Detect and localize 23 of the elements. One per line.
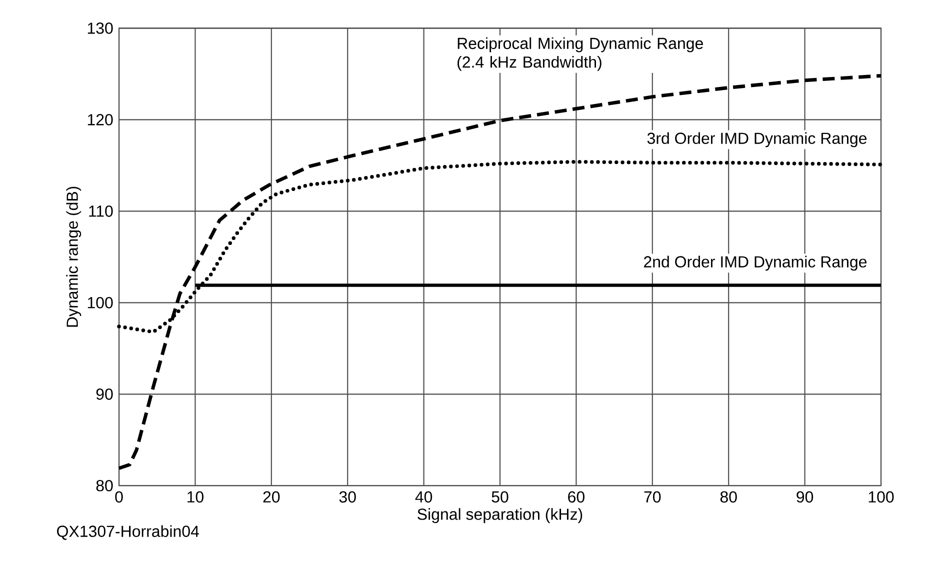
x-tick-label: 0	[115, 491, 123, 503]
y-tick-label: 90	[96, 388, 113, 400]
x-tick-label: 80	[720, 491, 737, 503]
y-tick-label: 120	[88, 114, 113, 126]
text: QX1307-Horrabin04	[57, 525, 199, 540]
x-tick-label: 70	[644, 491, 661, 503]
series-label: 2nd Order IMD Dynamic Range	[644, 256, 867, 271]
x-tick-label: 30	[339, 491, 356, 503]
y-tick-label: 100	[88, 297, 113, 308]
y-tick-label: 130	[88, 22, 113, 34]
x-tick-label: 90	[796, 491, 814, 503]
x-tick-label: 100	[868, 491, 894, 503]
y-axis-title: Dynamic range (dB)	[66, 186, 82, 327]
x-tick-label: 60	[568, 491, 584, 503]
series-label: Reciprocal Mixing Dynamic Range (2.4 kHz Bandwidth)	[458, 37, 703, 71]
y-tick-label: 80	[96, 480, 113, 492]
x-tick-label: 20	[263, 491, 280, 503]
y-tick-label: 110	[89, 206, 113, 217]
x-tick-label: 50	[492, 491, 508, 503]
x-tick-label: 40	[415, 491, 432, 503]
series-label: 3rd Order IMD Dynamic Range	[647, 132, 867, 148]
x-tick-label: 10	[188, 491, 204, 503]
x-axis-title: Signal separation (kHz)	[418, 508, 582, 524]
